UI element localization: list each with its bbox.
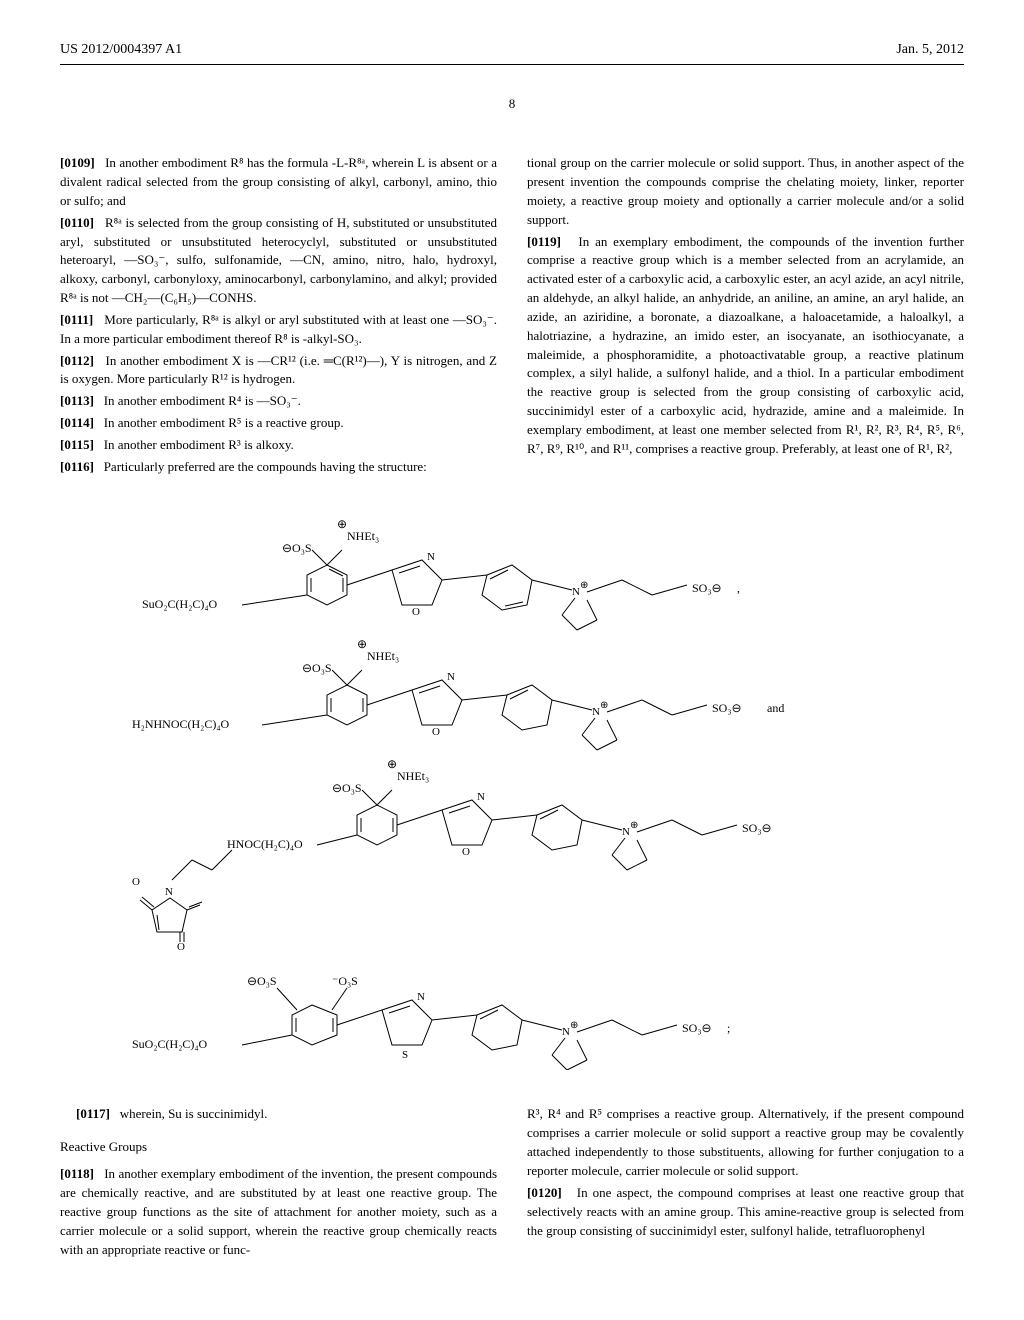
svg-text:H₂NHNOC(H₂C)₄O: H₂NHNOC(H₂C)₄O [132, 717, 230, 731]
page-number: 8 [60, 95, 964, 114]
chemical-structures: ⊕ NHEt₃ ⊖O₃S SuO₂C(H₂C)₄O N O N [60, 510, 964, 1076]
page-header: US 2012/0004397 A1 Jan. 5, 2012 [60, 40, 964, 60]
svg-text:⊖O₃S: ⊖O₃S [302, 661, 332, 675]
svg-text:N: N [622, 826, 630, 838]
svg-text:N: N [562, 1026, 570, 1038]
structure-1: ⊕ NHEt₃ ⊖O₃S SuO₂C(H₂C)₄O N O N [142, 517, 740, 630]
svg-text:N: N [417, 991, 425, 1003]
svg-text:;: ; [727, 1021, 730, 1035]
svg-text:O: O [462, 846, 470, 858]
svg-text:N: N [165, 886, 173, 898]
para-0114: [0114] In another embodiment R⁵ is a rea… [60, 414, 497, 433]
svg-text:SO₃⊖: SO₃⊖ [692, 581, 722, 595]
structure-2: ⊕ NHEt₃ ⊖O₃S H₂NHNOC(H₂C)₄O N O N ⊕ SO₃⊖ [132, 637, 784, 750]
columns-lower: [0117] wherein, Su is succinimidyl. Reac… [60, 1105, 964, 1262]
svg-text:⁻O₃S: ⁻O₃S [332, 974, 358, 988]
svg-text:NHEt₃: NHEt₃ [397, 769, 429, 783]
svg-text:SO₃⊖: SO₃⊖ [682, 1021, 712, 1035]
svg-text:SuO₂C(H₂C)₄O: SuO₂C(H₂C)₄O [132, 1037, 208, 1051]
svg-text:⊕: ⊕ [630, 820, 638, 831]
para-0112: [0112] In another embodiment X is —CR¹² … [60, 352, 497, 390]
structure-3: ⊕ NHEt₃ ⊖O₃S HNOC(H₂C)₄O N O N ⊕ SO₃⊖ [132, 757, 772, 953]
para-0111: [0111] More particularly, R⁸ᵃ is alkyl o… [60, 311, 497, 349]
svg-text:⊖O₃S: ⊖O₃S [247, 974, 277, 988]
para-0119: [0119] In an exemplary embodiment, the c… [527, 233, 964, 459]
svg-text:⊕: ⊕ [600, 700, 608, 711]
structure-4: ⊖O₃S ⁻O₃S SuO₂C(H₂C)₄O N S N ⊕ SO₃⊖ ; [132, 974, 730, 1070]
svg-text:SO₃⊖: SO₃⊖ [742, 821, 772, 835]
svg-text:⊖O₃S: ⊖O₃S [282, 541, 312, 555]
svg-text:N: N [592, 706, 600, 718]
header-right: Jan. 5, 2012 [896, 40, 964, 60]
svg-text:,: , [737, 581, 740, 595]
para-0115: [0115] In another embodiment R³ is alkox… [60, 436, 497, 455]
svg-text:HNOC(H₂C)₄O: HNOC(H₂C)₄O [227, 837, 303, 851]
right-column-upper: tional group on the carrier molecule or … [527, 154, 964, 480]
svg-text:O: O [432, 726, 440, 738]
para-0118: [0118] In another exemplary embodiment o… [60, 1165, 497, 1259]
svg-text:S: S [402, 1049, 408, 1061]
svg-text:SO₃⊖: SO₃⊖ [712, 701, 742, 715]
para-0116: [0116] Particularly preferred are the co… [60, 458, 497, 477]
svg-text:O: O [412, 606, 420, 618]
svg-text:NHEt₃: NHEt₃ [347, 529, 379, 543]
chem-svg: ⊕ NHEt₃ ⊖O₃S SuO₂C(H₂C)₄O N O N [132, 510, 892, 1070]
header-rule [60, 64, 964, 65]
para-0113: [0113] In another embodiment R⁴ is —SO₃⁻… [60, 392, 497, 411]
svg-text:⊕: ⊕ [580, 580, 588, 591]
svg-text:N: N [427, 551, 435, 563]
svg-text:N: N [477, 791, 485, 803]
columns-upper: [0109] In another embodiment R⁸ has the … [60, 154, 964, 480]
left-column-lower: [0117] wherein, Su is succinimidyl. Reac… [60, 1105, 497, 1262]
para-0109: [0109] In another embodiment R⁸ has the … [60, 154, 497, 211]
header-left: US 2012/0004397 A1 [60, 40, 182, 60]
svg-text:⊕: ⊕ [357, 637, 367, 651]
svg-text:⊕: ⊕ [337, 517, 347, 531]
para-0120: [0120] In one aspect, the compound compr… [527, 1184, 964, 1241]
reactive-groups-heading: Reactive Groups [60, 1138, 497, 1157]
svg-text:SuO₂C(H₂C)₄O: SuO₂C(H₂C)₄O [142, 597, 218, 611]
svg-text:and: and [767, 701, 784, 715]
svg-text:N: N [447, 671, 455, 683]
svg-text:⊕: ⊕ [570, 1020, 578, 1031]
svg-text:N: N [572, 586, 580, 598]
para-0110: [0110] R⁸ᵃ is selected from the group co… [60, 214, 497, 308]
para-cont2: R³, R⁴ and R⁵ comprises a reactive group… [527, 1105, 964, 1180]
right-column-lower: R³, R⁴ and R⁵ comprises a reactive group… [527, 1105, 964, 1262]
svg-text:O: O [132, 876, 140, 888]
svg-text:O: O [177, 941, 185, 953]
left-column-upper: [0109] In another embodiment R⁸ has the … [60, 154, 497, 480]
svg-text:⊖O₃S: ⊖O₃S [332, 781, 362, 795]
para-cont-top: tional group on the carrier molecule or … [527, 154, 964, 229]
svg-text:NHEt₃: NHEt₃ [367, 649, 399, 663]
svg-text:⊕: ⊕ [387, 757, 397, 771]
para-0117: [0117] wherein, Su is succinimidyl. [60, 1105, 497, 1124]
